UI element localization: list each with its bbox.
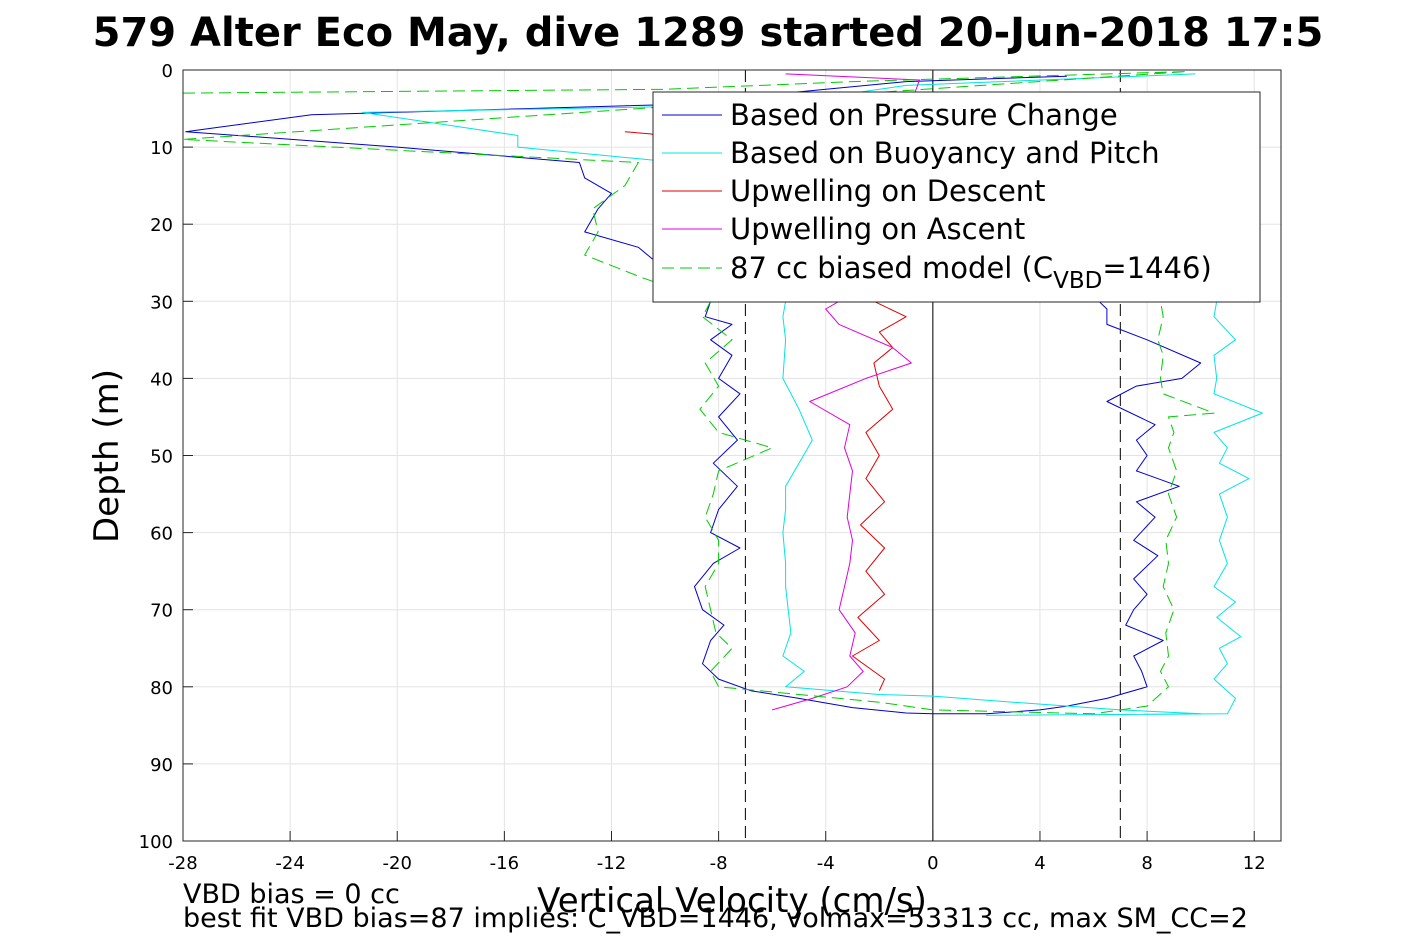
legend-label-upwelling-ascent: Upwelling on Ascent — [730, 212, 1025, 246]
y-tick-label: 30 — [150, 292, 173, 313]
legend-label-biased-model: 87 cc biased model (CVBD=1446) — [730, 251, 1212, 294]
series-group — [183, 71, 1263, 716]
legend-label-pressure: Based on Pressure Change — [730, 98, 1118, 132]
legend-label-upwelling-descent: Upwelling on Descent — [730, 174, 1046, 208]
legend-box — [652, 91, 1261, 303]
footer-best-fit: best fit VBD bias=87 implies: C_VBD=1446… — [183, 903, 1248, 934]
x-tick-label: 4 — [1034, 853, 1045, 874]
legend-label-biased-model-sub: VBD — [1053, 268, 1102, 294]
x-axis-label: Vertical Velocity (cm/s) — [537, 881, 927, 921]
series-line-1 — [361, 73, 1263, 716]
x-tick-label: -24 — [275, 853, 304, 874]
y-tick-label: 90 — [150, 755, 173, 776]
legend-label-biased-model-tail: =1446) — [1102, 251, 1211, 285]
y-tick-label: 20 — [150, 215, 173, 236]
legend-label-biased-model-main: 87 cc biased model (C — [730, 251, 1053, 285]
y-tick-label: 80 — [150, 678, 173, 699]
x-tick-label: 8 — [1141, 853, 1152, 874]
series-line-0 — [185, 75, 1202, 715]
legend-label-buoyancy: Based on Buoyancy and Pitch — [730, 136, 1160, 170]
footer-vbd-bias: VBD bias = 0 cc — [183, 879, 400, 910]
x-tick-label: -28 — [168, 853, 197, 874]
series-line-2 — [624, 131, 907, 691]
x-tick-label: -20 — [383, 853, 412, 874]
legend: Based on Pressure Change Based on Buoyan… — [652, 91, 1261, 303]
x-tick-label: -4 — [817, 853, 835, 874]
chart-title: 579 Alter Eco May, dive 1289 started 20-… — [93, 10, 1324, 56]
ticks: -28 -24 -20 -16 -12 -8 -4 0 4 8 12 0 10 20 30 40 50 60 70 8… — [139, 61, 1266, 874]
x-tick-label: 0 — [927, 853, 938, 874]
y-tick-label: 50 — [150, 447, 173, 468]
x-tick-label: -8 — [710, 853, 728, 874]
x-tick-label: -16 — [490, 853, 519, 874]
y-tick-label: 10 — [150, 138, 173, 159]
y-axis-label: Depth (m) — [87, 369, 127, 543]
y-tick-label: 60 — [150, 524, 173, 545]
series-line-4 — [183, 71, 1215, 715]
series-line-3 — [772, 73, 920, 711]
x-tick-label: 12 — [1243, 853, 1266, 874]
y-tick-label: 0 — [162, 61, 173, 82]
y-tick-label: 100 — [139, 832, 173, 853]
y-tick-label: 70 — [150, 601, 173, 622]
y-tick-label: 40 — [150, 369, 173, 390]
x-tick-label: -12 — [597, 853, 626, 874]
